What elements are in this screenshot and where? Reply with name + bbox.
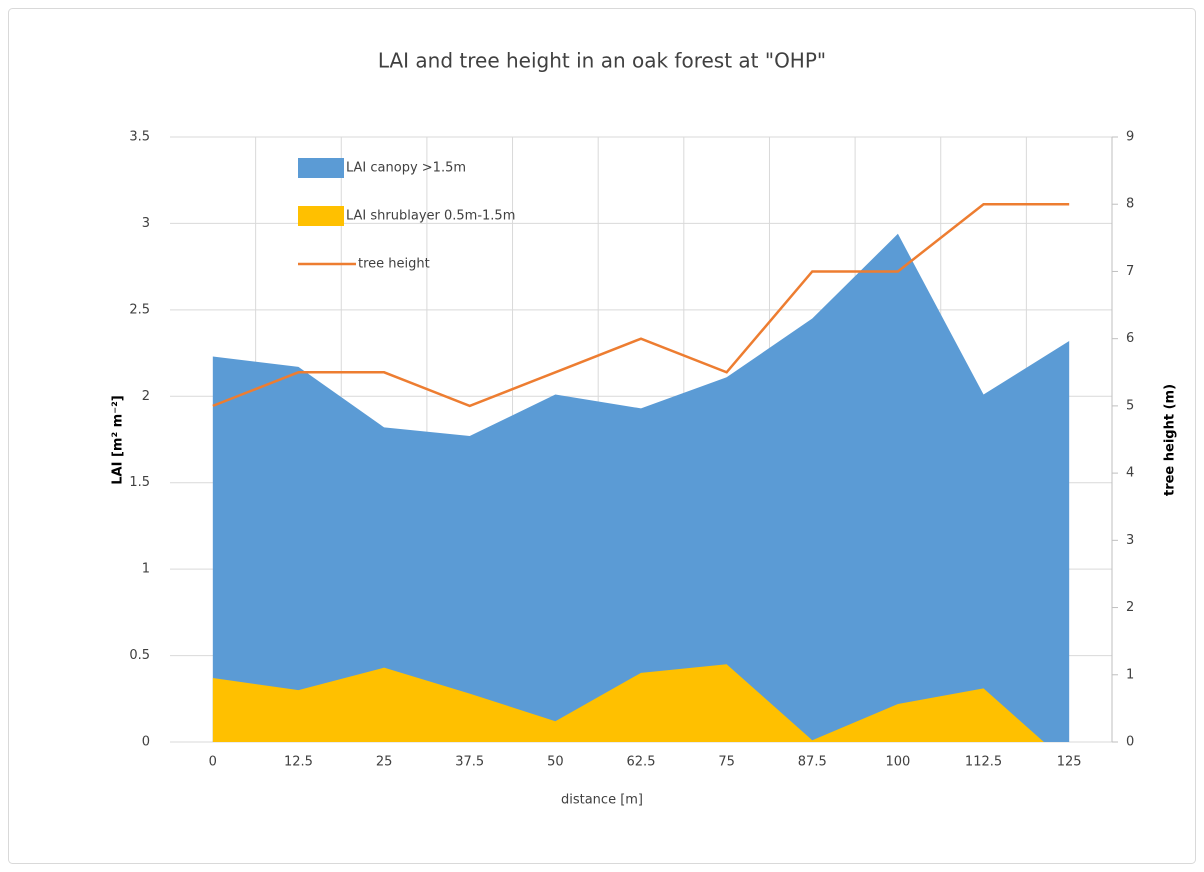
y2-tick-label: 3: [1126, 533, 1134, 548]
y2-tick-label: 8: [1126, 197, 1134, 212]
x-tick-label: 12.5: [284, 755, 313, 770]
x-tick-label: 37.5: [455, 755, 484, 770]
x-axis-label: distance [m]: [561, 793, 643, 808]
legend-label: LAI canopy >1.5m: [346, 161, 466, 176]
x-tick-label: 87.5: [798, 755, 827, 770]
y-axis-label: LAI [m² m⁻²]: [111, 395, 126, 484]
x-tick-label: 112.5: [965, 755, 1002, 770]
y2-tick-label: 2: [1126, 600, 1134, 615]
y2-tick-label: 4: [1126, 466, 1134, 481]
chart-title: LAI and tree height in an oak forest at …: [378, 49, 826, 73]
legend-label: LAI shrublayer 0.5m-1.5m: [346, 209, 515, 224]
x-tick-label: 50: [547, 755, 564, 770]
x-tick-label: 0: [209, 755, 217, 770]
area: [212, 233, 1070, 742]
y-tick-label: 0.5: [129, 648, 150, 663]
y2-tick-label: 1: [1126, 667, 1134, 682]
y-tick-label: 2: [142, 389, 150, 404]
y-tick-label: 2.5: [129, 302, 150, 317]
y2-tick-label: 0: [1126, 735, 1134, 750]
x-tick-label: 62.5: [627, 755, 656, 770]
y-tick-label: 1.5: [129, 475, 150, 490]
y2-axis-label: tree height (m): [1163, 384, 1178, 496]
legend-swatch: [298, 206, 344, 226]
y-tick-label: 3: [142, 216, 150, 231]
y2-tick-label: 6: [1126, 331, 1134, 346]
legend-label: tree height: [358, 257, 430, 272]
y-tick-label: 3.5: [129, 130, 150, 145]
x-tick-label: 125: [1057, 755, 1082, 770]
x-tick-label: 100: [885, 755, 910, 770]
y-tick-label: 1: [142, 562, 150, 577]
legend-swatch: [298, 158, 344, 178]
y2-tick-label: 5: [1126, 398, 1134, 413]
x-tick-label: 25: [376, 755, 393, 770]
y2-tick-label: 7: [1126, 264, 1134, 279]
y2-tick-label: 9: [1126, 130, 1134, 145]
x-tick-label: 75: [718, 755, 735, 770]
line: [212, 202, 1070, 408]
plot-area: [212, 233, 1070, 742]
y-tick-label: 0: [142, 735, 150, 750]
area: [212, 664, 1070, 742]
